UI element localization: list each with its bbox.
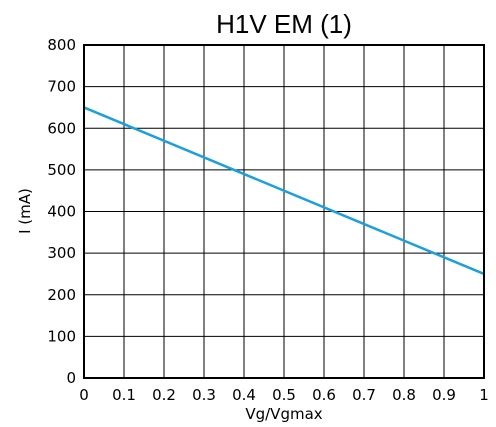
x-axis-label: Vg/Vgmax: [245, 405, 322, 423]
y-tick-label: 300: [47, 244, 76, 262]
y-tick-label: 600: [47, 119, 76, 137]
y-axis-label: I (mA): [16, 188, 34, 234]
y-tick-label: 800: [47, 36, 76, 54]
x-tick-label: 0.4: [232, 386, 256, 404]
y-tick-label: 400: [47, 203, 76, 221]
y-tick-label: 700: [47, 78, 76, 96]
grid: [83, 44, 485, 379]
chart-title: H1V EM (1): [216, 9, 352, 39]
x-tick-labels: 0 0.1 0.2 0.3 0.4 0.5 0.6 0.7 0.8 0.9 1: [79, 386, 489, 404]
x-tick-label: 0.2: [152, 386, 176, 404]
y-tick-labels: 0 100 200 300 400 500 600 700 800: [47, 36, 76, 387]
x-tick-label: 0.9: [432, 386, 456, 404]
y-tick-label: 0: [66, 369, 76, 387]
series-lines: [83, 106, 485, 276]
x-tick-label: 1: [479, 386, 489, 404]
x-tick-label: 0.5: [272, 386, 296, 404]
series-line-0: [83, 106, 485, 276]
y-tick-label: 500: [47, 161, 76, 179]
plot-frame: [83, 44, 485, 379]
x-tick-label: 0.6: [312, 386, 336, 404]
x-tick-label: 0: [79, 386, 89, 404]
y-tick-label: 100: [47, 327, 76, 345]
x-tick-label: 0.7: [352, 386, 376, 404]
y-tick-label: 200: [47, 286, 76, 304]
x-tick-label: 0.3: [192, 386, 216, 404]
x-tick-label: 0.1: [112, 386, 136, 404]
x-tick-label: 0.8: [392, 386, 416, 404]
